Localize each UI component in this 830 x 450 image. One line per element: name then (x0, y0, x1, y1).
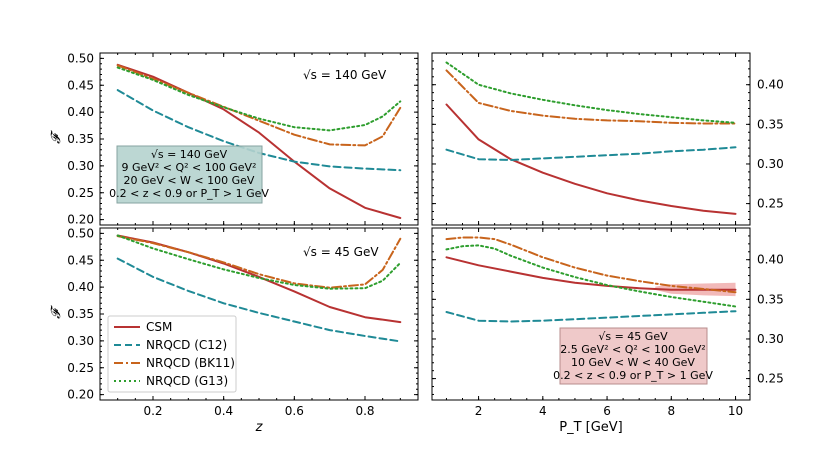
series-line-csm (116, 63, 402, 219)
box-line: 20 GeV < W < 100 GeV (124, 174, 255, 187)
y-tick-label: 0.35 (67, 132, 94, 146)
y-tick-label: 0.50 (67, 51, 94, 65)
box-line: 10 GeV < W < 40 GeV (571, 356, 695, 369)
y-tick-label: 0.20 (67, 213, 94, 227)
plot-frame (431, 227, 751, 401)
x-tick-label: 0.8 (355, 404, 374, 418)
y-tick-label: 0.25 (757, 372, 784, 386)
series-line-nrqcd-g13- (116, 234, 402, 290)
y-tick-label: 0.35 (757, 292, 784, 306)
series-line-nrqcd-g13- (445, 244, 737, 308)
x-tick-label: 8 (667, 404, 675, 418)
y-tick-label: 0.30 (757, 332, 784, 346)
x-tick-label: 6 (603, 404, 611, 418)
x-tick-label: 0.2 (143, 404, 162, 418)
kinematics-box-45: √s = 45 GeV 2.5 GeV² < Q² < 100 GeV² 10 … (553, 327, 713, 385)
box-line: 0.2 < z < 0.9 or P_T > 1 GeV (109, 187, 269, 200)
energy-annotation-45: √s = 45 GeV (303, 245, 379, 259)
x-axis-label: z (255, 420, 264, 435)
y-tick-label: 0.30 (67, 334, 94, 348)
series-line-nrqcd-g13- (116, 66, 402, 132)
y-tick-label: 0.25 (67, 186, 94, 200)
kinematics-box-140: √s = 140 GeV 9 GeV² < Q² < 100 GeV² 20 G… (109, 145, 269, 204)
plot-frame (99, 227, 419, 401)
x-tick-label: 0.4 (214, 404, 233, 418)
x-axis-label: P_T [GeV] (559, 420, 623, 435)
plot-frame (431, 52, 751, 226)
y-tick-label: 0.35 (67, 307, 94, 321)
plot-frame (99, 52, 419, 226)
y-tick-label: 0.30 (67, 159, 94, 173)
series-line-nrqcd-bk11- (116, 235, 402, 289)
y-tick-label: 0.40 (757, 78, 784, 92)
legend-label-g13: NRQCD (G13) (146, 374, 228, 388)
y-tick-label: 0.40 (757, 253, 784, 267)
y-axis-label: 𝓕 (49, 130, 64, 144)
y-tick-label: 0.25 (757, 197, 784, 211)
box-line: 9 GeV² < Q² < 100 GeV² (122, 161, 257, 174)
y-tick-label: 0.30 (757, 157, 784, 171)
x-tick-label: 0.6 (285, 404, 304, 418)
box-line: √s = 45 GeV (598, 330, 668, 343)
box-line: 0.2 < z < 0.9 or P_T > 1 GeV (553, 369, 713, 382)
y-tick-label: 0.35 (757, 117, 784, 131)
series-line-nrqcd-c12- (445, 146, 737, 161)
panel-bottom-left: 0.2 0.4 0.6 0.8 0.20 0.25 0.30 0.35 0.40 0.45 0.50… (49, 226, 419, 435)
series-line-nrqcd-bk11- (445, 69, 737, 125)
y-tick-label: 0.50 (67, 226, 94, 240)
x-tick-label: 2 (475, 404, 483, 418)
series-line-nrqcd-c12- (116, 257, 402, 343)
box-line: √s = 140 GeV (151, 148, 228, 161)
box-line: 2.5 GeV² < Q² < 100 GeV² (560, 343, 705, 356)
x-tick-label: 4 (539, 404, 547, 418)
series-line-nrqcd-g13- (445, 61, 737, 124)
legend-label-bk11: NRQCD (BK11) (146, 356, 235, 370)
energy-annotation-140: √s = 140 GeV (303, 68, 387, 82)
y-tick-label: 0.20 (67, 388, 94, 402)
legend: CSM NRQCD (C12) NRQCD (BK11) NRQCD (G13) (107, 315, 237, 393)
series-line-csm (445, 103, 737, 215)
y-axis-label: 𝓕 (49, 305, 64, 319)
series-line-nrqcd-bk11- (445, 236, 737, 294)
y-tick-label: 0.40 (67, 105, 94, 119)
y-tick-label: 0.25 (67, 361, 94, 375)
x-tick-label: 10 (728, 404, 743, 418)
y-tick-label: 0.40 (67, 280, 94, 294)
series-line-nrqcd-c12- (445, 310, 737, 323)
legend-label-c12: NRQCD (C12) (146, 338, 227, 352)
series-line-nrqcd-bk11- (116, 64, 402, 147)
y-tick-label: 0.45 (67, 78, 94, 92)
series-line-csm (445, 256, 737, 291)
legend-label-csm: CSM (146, 320, 172, 334)
panel-bottom-right: 2 4 6 8 10 0.25 0.30 0.35 0.40 P_T [GeV] (431, 227, 784, 435)
panel-top-right: 0.25 0.30 0.35 0.40 (431, 52, 784, 226)
y-tick-label: 0.45 (67, 253, 94, 267)
